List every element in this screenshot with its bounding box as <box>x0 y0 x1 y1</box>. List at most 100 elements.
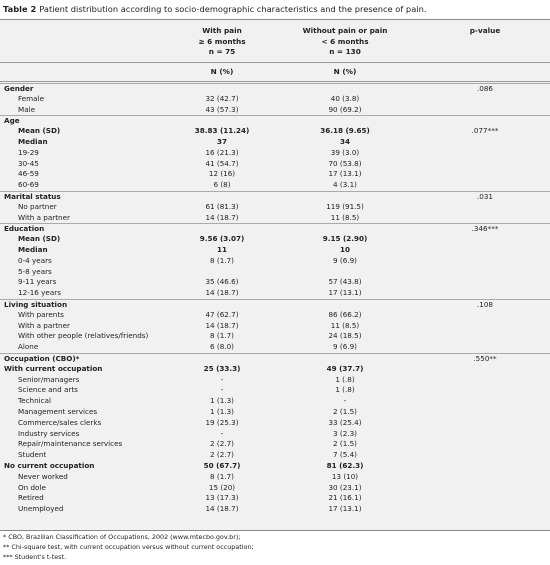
row-label: 46-59 <box>18 169 39 179</box>
cell: - <box>220 374 224 384</box>
table-row: 19-29 16 (21.3) 39 (3.0) <box>0 148 550 159</box>
table-row: With a partner 14 (18.7) 11 (8.5) <box>0 321 550 332</box>
cell: 32 (42.7) <box>205 93 239 103</box>
table-row: Retired 13 (17.3) 21 (16.1) <box>0 493 550 504</box>
row-label: Marital status <box>4 192 61 201</box>
cell: 70 (53.8) <box>328 158 362 168</box>
cell: 34 <box>339 137 350 146</box>
p-value: .086 <box>476 84 493 93</box>
row-label: Never worked <box>18 471 68 481</box>
cell: 2 (2.7) <box>210 439 234 449</box>
row-label: Science and arts <box>18 385 78 395</box>
cell: - <box>343 396 347 406</box>
row-label: Median <box>18 137 48 146</box>
cell: 9 (6.9) <box>333 255 357 265</box>
table-row: With other people (relatives/friends) 8 (… <box>0 331 550 342</box>
cell: 37 <box>216 137 227 146</box>
cell: 2 (1.5) <box>333 407 357 416</box>
cell: - <box>220 385 224 395</box>
cell: 1 (.8) <box>335 385 355 395</box>
table-row: Management services 1 (1.3) 2 (1.5) <box>0 407 550 418</box>
cell: 8 (1.7) <box>210 255 234 265</box>
cell: 15 (20) <box>208 482 236 492</box>
row-label: Male <box>18 104 36 114</box>
row-label: 0-4 years <box>18 255 52 265</box>
table-row: Science and arts - 1 (.8) <box>0 385 550 396</box>
section-row: Education .346*** <box>0 223 550 235</box>
row-label: Female <box>18 93 44 103</box>
table-row: No current occupation 50 (67.7) 81 (62.3) <box>0 461 550 472</box>
cell: 81 (62.3) <box>326 461 364 470</box>
row-label: Age <box>4 116 20 126</box>
table-row: Unemployed 14 (18.7) 17 (13.1) <box>0 504 550 515</box>
cell: 17 (13.1) <box>328 169 362 179</box>
table-row: Female 32 (42.7) 40 (3.8) <box>0 94 550 105</box>
table-row: On dole 15 (20) 30 (23.1) <box>0 483 550 494</box>
row-label: Occupation (CBO)* <box>4 354 80 363</box>
row-label: 30-45 <box>18 158 39 168</box>
table-row: 30-45 41 (54.7) 70 (53.8) <box>0 159 550 170</box>
row-label: Education <box>4 224 45 234</box>
row-label: Alone <box>18 342 39 352</box>
cell: 35 (46.6) <box>205 277 239 287</box>
cell: 6 (8) <box>213 180 231 190</box>
cell: 90 (69.2) <box>328 104 362 114</box>
row-label: With current occupation <box>4 363 103 373</box>
column-header: With pain <box>202 26 242 35</box>
cell: 4 (3.1) <box>333 180 357 190</box>
cell: 14 (18.7) <box>205 504 239 514</box>
row-label: With a partner <box>18 320 70 330</box>
cell: 50 (67.7) <box>203 461 241 470</box>
cell: 1 (1.3) <box>210 396 234 406</box>
cell: 49 (37.7) <box>326 363 364 373</box>
cell: 2 (2.7) <box>210 450 234 460</box>
p-value: .346*** <box>471 224 499 234</box>
row-label: 5-8 years <box>18 266 52 276</box>
row-label: Commerce/sales clerks <box>18 417 102 427</box>
p-value: .108 <box>476 300 493 309</box>
table-row: Industry services - 3 (2.3) <box>0 429 550 440</box>
table-row: 60-69 6 (8) 4 (3.1) <box>0 180 550 191</box>
cell: 39 (3.0) <box>330 147 360 157</box>
table-row: Median 37 34 <box>0 137 550 148</box>
column-header: n = 75 <box>208 47 236 56</box>
p-value: .077*** <box>471 126 499 136</box>
cell: 8 (1.7) <box>210 331 234 341</box>
p-value: .550** <box>473 354 497 363</box>
cell: 9.15 (2.90) <box>322 234 368 244</box>
table-row: 12-16 years 14 (18.7) 17 (13.1) <box>0 288 550 299</box>
cell: 40 (3.8) <box>330 93 360 103</box>
row-label: Repair/maintenance services <box>18 439 123 449</box>
cell: 7 (5.4) <box>333 450 357 460</box>
row-label: With other people (relatives/friends) <box>18 331 149 341</box>
cell: 6 (8.0) <box>210 342 234 352</box>
row-label: On dole <box>18 482 46 492</box>
table-row: 46-59 12 (16) 17 (13.1) <box>0 169 550 180</box>
section-row: Gender .086 <box>0 83 550 95</box>
cell: 8 (1.7) <box>210 471 234 481</box>
cell: 86 (66.2) <box>328 309 362 319</box>
table-title: Table 2 Patient distribution according to… <box>3 4 426 14</box>
column-header: Without pain or pain <box>302 26 388 35</box>
cell: 11 (8.5) <box>330 320 360 330</box>
column-header: p-value <box>469 26 501 35</box>
row-label: Student <box>18 450 47 460</box>
table-row: 5-8 years <box>0 267 550 278</box>
cell: - <box>220 428 224 438</box>
cell: 25 (33.3) <box>203 363 241 373</box>
table-row: 9-11 years 35 (46.6) 57 (43.8) <box>0 277 550 288</box>
row-label: 12-16 years <box>18 288 61 298</box>
cell: 9.56 (3.07) <box>199 234 245 244</box>
footnote: ** Chi-square test, with current occupat… <box>3 543 254 551</box>
unit-header: N (%) <box>210 67 234 76</box>
column-header: ≥ 6 months <box>198 36 246 46</box>
row-label: Senior/managers <box>18 374 80 384</box>
cell: 21 (16.1) <box>328 493 362 503</box>
cell: 13 (17.3) <box>205 493 239 503</box>
row-label: No current occupation <box>4 461 95 470</box>
row-label: With parents <box>18 309 64 319</box>
cell: 19 (25.3) <box>205 417 239 427</box>
cell: 1 (.8) <box>335 374 355 384</box>
cell: 9 (6.9) <box>333 342 357 352</box>
